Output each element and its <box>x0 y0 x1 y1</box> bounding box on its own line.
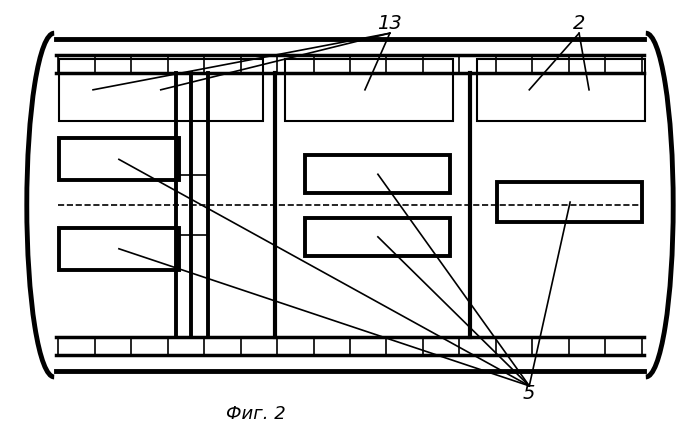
Bar <box>59 228 179 270</box>
Bar <box>305 155 449 193</box>
Text: 13: 13 <box>377 14 402 33</box>
Bar <box>59 59 264 121</box>
Bar <box>477 59 644 121</box>
Bar <box>498 182 642 222</box>
Text: 2: 2 <box>573 14 585 33</box>
Bar <box>59 139 179 180</box>
Text: Фиг. 2: Фиг. 2 <box>226 405 285 423</box>
Bar <box>285 59 452 121</box>
Bar <box>305 218 449 256</box>
Text: 5: 5 <box>523 384 535 403</box>
